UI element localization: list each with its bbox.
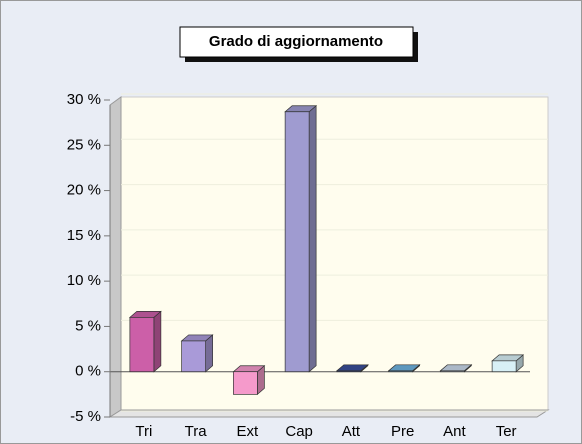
x-tick-label: Tri [135,423,152,440]
bar [336,370,362,373]
left-wall [109,96,122,418]
y-tick-label: 0 % [75,363,101,380]
x-tick-label: Pre [391,423,414,440]
bar [388,370,413,373]
bar-side [153,310,162,373]
bar [491,360,517,373]
y-tick-label: 5 % [75,317,101,334]
y-tick-label: -5 % [70,408,101,425]
bar [233,371,258,395]
bar-side [308,105,317,373]
x-tick-label: Cap [285,423,313,440]
y-tick-label: 10 % [67,272,101,289]
x-tick-label: Ext [237,423,260,440]
x-tick-label: Ter [496,423,517,440]
y-tick-label: 15 % [67,227,101,244]
x-tick-label: Tra [185,423,208,440]
y-tick-label: 20 % [67,182,101,199]
y-tick-label: 25 % [67,136,101,153]
title-box [179,26,414,58]
floor [108,409,550,418]
y-tick-label: 30 % [67,91,101,108]
x-tick-label: Ant [443,423,466,440]
bar [181,340,206,373]
x-tick-label: Att [342,423,361,440]
chart-title: Grado di aggiornamento [209,33,383,50]
bar [284,111,310,373]
bar [440,370,465,373]
bar [129,317,155,373]
